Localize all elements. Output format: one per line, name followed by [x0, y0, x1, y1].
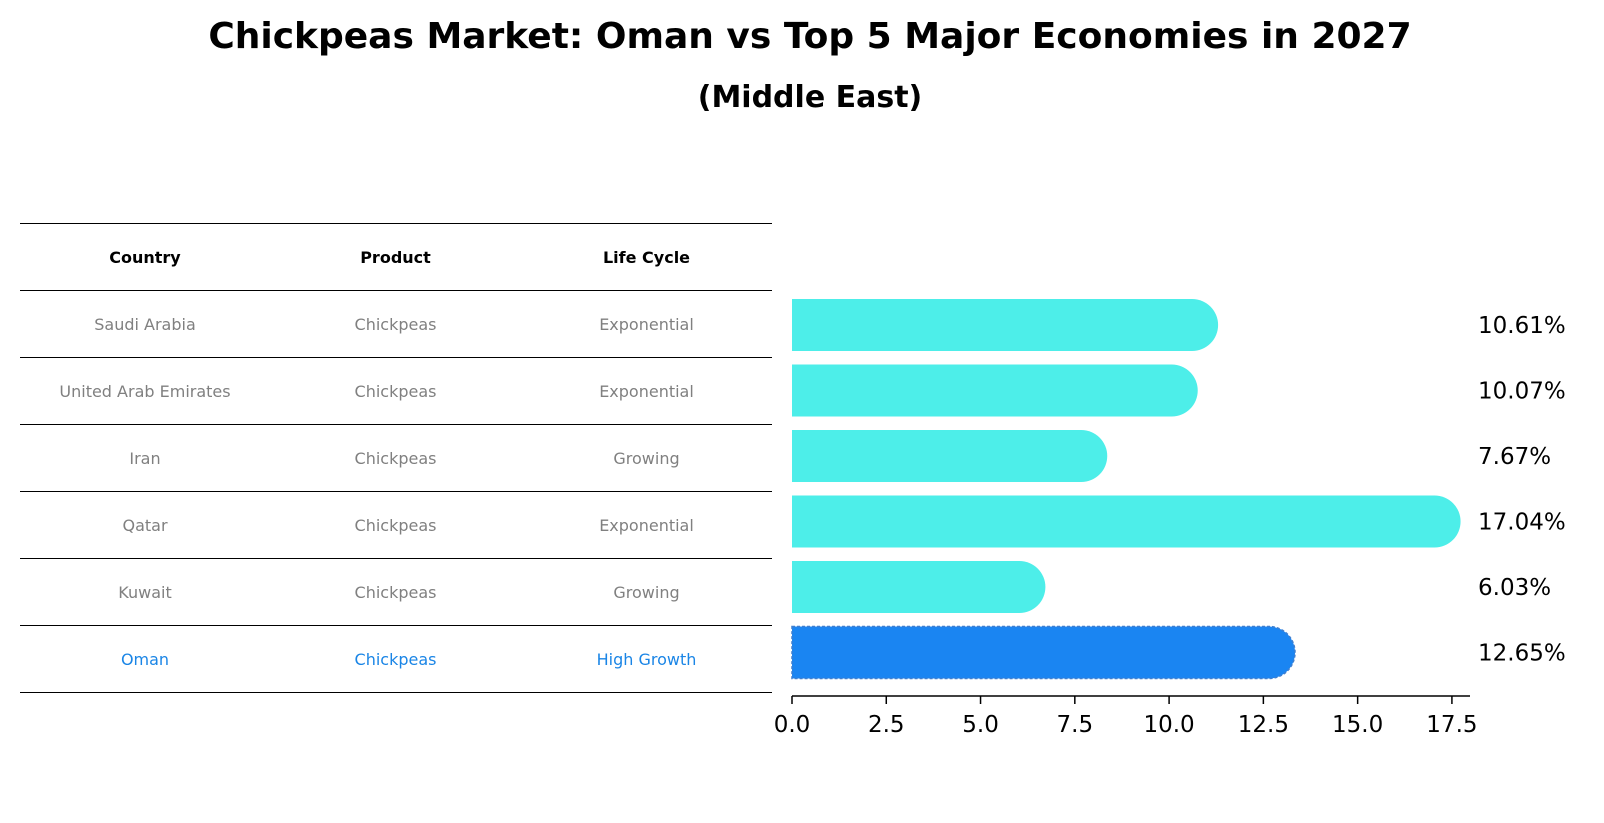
- cell-country: Saudi Arabia: [20, 290, 270, 358]
- bar: [792, 561, 1046, 613]
- x-tick-label: 10.0: [1143, 712, 1194, 738]
- cell-life-cycle: High Growth: [521, 625, 772, 693]
- cell-country: United Arab Emirates: [20, 357, 270, 425]
- data-label: 7.67%: [1478, 444, 1551, 470]
- x-tick-label: 12.5: [1238, 712, 1289, 738]
- table-row: Iran Chickpeas Growing: [20, 424, 772, 492]
- cell-life-cycle: Exponential: [521, 491, 772, 559]
- table-row-highlight: Oman Chickpeas High Growth: [20, 625, 772, 693]
- x-tick-label: 5.0: [962, 712, 999, 738]
- data-label: 12.65%: [1478, 641, 1566, 667]
- bar-highlight: [791, 625, 1296, 680]
- chart-subtitle: (Middle East): [697, 80, 923, 115]
- table-row: Saudi Arabia Chickpeas Exponential: [20, 290, 772, 358]
- data-label: 17.04%: [1478, 510, 1566, 536]
- data-label: 6.03%: [1478, 575, 1551, 601]
- table-row: Kuwait Chickpeas Growing: [20, 558, 772, 626]
- cell-country: Oman: [20, 625, 270, 693]
- cell-product: Chickpeas: [270, 290, 521, 358]
- cell-product: Chickpeas: [270, 625, 521, 693]
- cell-life-cycle: Exponential: [521, 290, 772, 358]
- cell-country: Qatar: [20, 491, 270, 559]
- cell-life-cycle: Growing: [521, 558, 772, 626]
- x-tick-label: 2.5: [868, 712, 905, 738]
- cell-life-cycle: Growing: [521, 424, 772, 492]
- table-row: Qatar Chickpeas Exponential: [20, 491, 772, 559]
- data-label: 10.07%: [1478, 379, 1566, 405]
- column-header-product: Product: [270, 223, 521, 291]
- x-tick-label: 15.0: [1332, 712, 1383, 738]
- data-label: 10.61%: [1478, 313, 1566, 339]
- column-header-country: Country: [20, 223, 270, 291]
- cell-life-cycle: Exponential: [521, 357, 772, 425]
- x-tick-label: 17.5: [1426, 712, 1477, 738]
- cell-country: Kuwait: [20, 558, 270, 626]
- bar: [792, 299, 1219, 351]
- chart-title: Chickpeas Market: Oman vs Top 5 Major Ec…: [208, 16, 1412, 57]
- bar: [792, 495, 1461, 548]
- cell-product: Chickpeas: [270, 491, 521, 559]
- column-header-life-cycle: Life Cycle: [521, 223, 772, 291]
- bar: [792, 364, 1198, 417]
- x-tick-label: 0.0: [774, 712, 811, 738]
- cell-product: Chickpeas: [270, 357, 521, 425]
- table-row: United Arab Emirates Chickpeas Exponenti…: [20, 357, 772, 425]
- bar: [792, 430, 1108, 482]
- cell-country: Iran: [20, 424, 270, 492]
- x-tick-label: 7.5: [1057, 712, 1094, 738]
- table-header-row: Country Product Life Cycle: [20, 223, 772, 291]
- data-table: Country Product Life Cycle Saudi Arabia …: [20, 223, 772, 693]
